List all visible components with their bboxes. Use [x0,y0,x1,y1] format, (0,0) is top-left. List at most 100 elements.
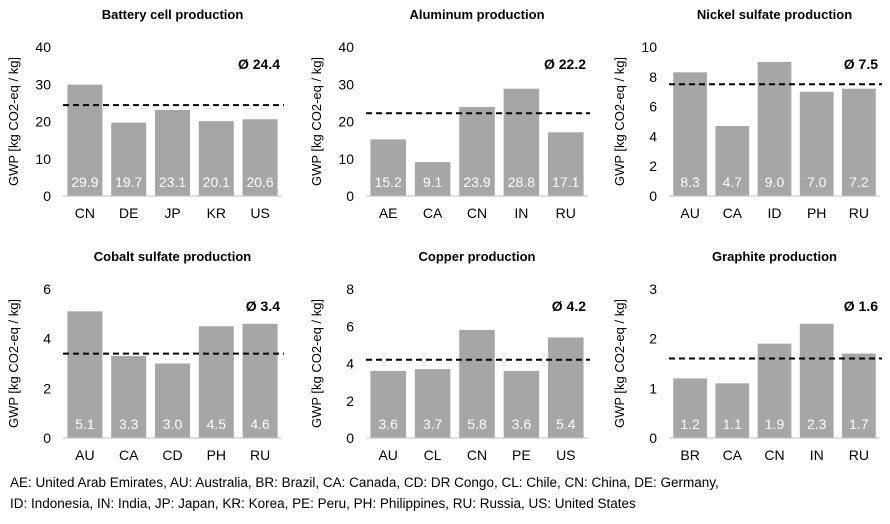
y-tick-label: 0 [649,188,657,204]
chart-title: Copper production [419,249,536,264]
bar [370,370,406,438]
bar [548,132,584,196]
chart-title: Graphite production [712,249,837,264]
y-tick-label: 40 [338,39,354,55]
y-tick-label: 4 [649,128,657,144]
x-tick-label: CN [75,205,95,221]
bar-value-label: 1.1 [723,416,743,432]
x-tick-label: US [556,447,575,463]
bar-value-label: 19.7 [115,174,142,190]
bar-value-label: 5.8 [467,416,487,432]
bar-value-label: 4.5 [207,416,227,432]
y-tick-label: 4 [43,331,51,347]
x-tick-label: AE [379,205,398,221]
x-tick-label: RU [849,447,869,463]
x-tick-label: JP [164,205,180,221]
bar [503,370,540,438]
chart-title: Cobalt sulfate production [94,249,252,264]
chart-grid: Battery cell production GWP [kg CO2-eq / … [6,7,882,463]
bar-value-label: 7.0 [807,174,827,190]
x-tick-label: CA [723,447,743,463]
bar-value-label: 8.3 [680,174,700,190]
bar [154,363,191,438]
bar [503,88,540,196]
footnote-line-1: AE: United Arab Emirates, AU: Australia,… [10,475,719,490]
x-tick-label: CA [723,205,743,221]
bar-value-label: 3.0 [163,416,183,432]
bar-value-label: 1.9 [765,416,785,432]
chart-panel: Battery cell production GWP [kg CO2-eq / … [6,7,284,221]
y-tick-label: 0 [43,188,51,204]
bar [414,162,451,196]
x-tick-label: DE [119,205,138,221]
x-tick-label: AU [378,447,397,463]
bar [242,323,278,438]
x-tick-label: IN [514,205,528,221]
x-tick-label: RU [556,205,576,221]
y-tick-label: 20 [338,114,354,130]
x-tick-label: CA [119,447,139,463]
y-tick-label: 0 [346,430,354,446]
bar [198,326,234,438]
y-tick-label: 8 [649,69,657,85]
x-tick-label: PH [207,447,226,463]
x-tick-label: KR [207,205,226,221]
y-tick-label: 0 [346,188,354,204]
y-tick-label: 0 [43,430,51,446]
bar [715,383,750,438]
x-tick-label: AU [680,205,699,221]
y-tick-label: 10 [641,39,657,55]
bar-value-label: 23.1 [159,174,186,190]
y-axis-label: GWP [kg CO2-eq / kg] [6,299,21,428]
bar-value-label: 28.8 [508,174,535,190]
y-axis-label: GWP [kg CO2-eq / kg] [309,57,324,186]
y-tick-label: 6 [649,99,657,115]
bar [673,72,707,196]
bar [715,125,750,196]
bar-value-label: 7.2 [849,174,869,190]
y-tick-label: 4 [346,356,354,372]
chart-panel: Copper production GWP [kg CO2-eq / kg] 0 2 4… [309,249,590,463]
x-tick-label: CN [467,447,487,463]
y-tick-label: 2 [43,380,51,396]
bar [370,139,406,196]
y-tick-label: 10 [35,151,51,167]
bar-value-label: 3.6 [512,416,532,432]
bar-value-label: 1.7 [849,416,869,432]
y-tick-label: 2 [649,158,657,174]
bar-value-label: 1.2 [680,416,700,432]
x-tick-label: PE [512,447,531,463]
bar-value-label: 3.7 [423,416,443,432]
y-tick-label: 8 [346,281,354,297]
y-tick-label: 20 [35,114,51,130]
bar [67,84,103,196]
x-tick-label: AU [75,447,94,463]
average-label: Ø 7.5 [844,56,878,72]
y-tick-label: 30 [35,76,51,92]
y-axis-label: GWP [kg CO2-eq / kg] [612,299,627,428]
y-tick-label: 2 [346,393,354,409]
x-tick-label: US [250,205,269,221]
chart-title: Battery cell production [102,7,244,22]
bar-value-label: 5.1 [75,416,95,432]
x-tick-label: ID [768,205,782,221]
x-tick-label: CN [467,205,487,221]
bar-value-label: 2.3 [807,416,827,432]
y-tick-label: 40 [35,39,51,55]
bar [459,106,495,196]
chart-title: Aluminum production [409,7,544,22]
bar [799,323,834,438]
bar-value-label: 4.7 [723,174,743,190]
bar-value-label: 4.6 [250,416,270,432]
bar [799,91,834,196]
average-label: Ø 4.2 [552,298,586,314]
x-tick-label: CL [424,447,442,463]
x-tick-label: IN [810,447,824,463]
bar-value-label: 15.2 [375,174,402,190]
x-tick-label: CD [162,447,182,463]
average-label: Ø 22.2 [544,56,586,72]
bar [459,329,495,438]
y-tick-label: 30 [338,76,354,92]
bar-value-label: 3.3 [119,416,139,432]
bar [414,369,451,438]
